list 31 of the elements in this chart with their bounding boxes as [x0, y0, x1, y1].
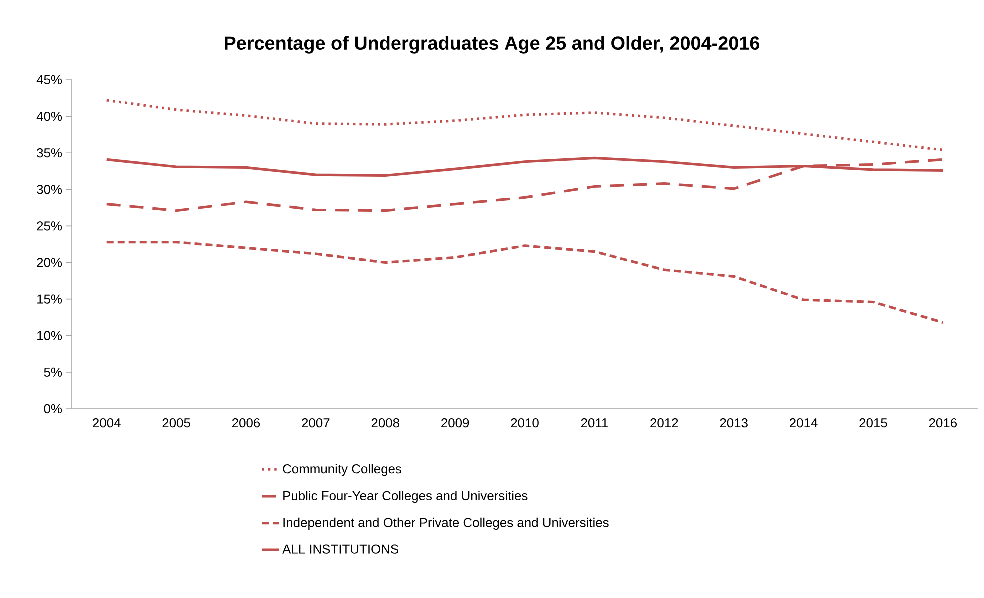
x-tick-label: 2010	[511, 418, 539, 428]
x-tick-label: 2015	[860, 418, 888, 428]
x-tick-label: 2013	[720, 418, 748, 428]
x-tick-label: 2012	[650, 418, 678, 428]
y-tick-label: 0%	[44, 404, 62, 414]
x-tick-label: 2005	[162, 418, 190, 428]
x-tick-label: 2009	[442, 418, 470, 428]
legend-label: ALL INSTITUTIONS	[282, 544, 399, 554]
y-tick-label: 25%	[37, 222, 62, 231]
x-tick-label: 2011	[581, 418, 608, 428]
line-series	[106, 240, 944, 324]
y-tick-label: 45%	[36, 75, 62, 85]
y-tick-label: 15%	[38, 294, 62, 304]
y-tick-label: 35%	[37, 148, 62, 158]
y-tick-label: 30%	[37, 185, 62, 194]
legend-label: Community Colleges	[283, 464, 402, 476]
line-series	[106, 99, 944, 152]
y-tick-label: 40%	[36, 112, 62, 122]
chart-title: Percentage of Undergraduates Age 25 and Older, 2004-2016	[225, 36, 760, 54]
x-tick-label: 2007	[302, 418, 330, 428]
legend-label: Independent and Other Private Colleges and Universities	[284, 518, 609, 530]
line-series	[106, 158, 944, 212]
x-tick-label: 2014	[790, 418, 818, 428]
y-tick-label: 10%	[38, 331, 62, 340]
x-tick-label: 2004	[93, 418, 121, 428]
y-tick-label: 5%	[44, 368, 62, 377]
y-tick-label: 20%	[37, 258, 62, 268]
x-tick-label: 2016	[929, 418, 957, 428]
x-tick-label: 2008	[372, 418, 400, 428]
x-tick-label: 2006	[232, 418, 260, 428]
legend-label: Public Four-Year Colleges and Universities	[284, 491, 528, 504]
